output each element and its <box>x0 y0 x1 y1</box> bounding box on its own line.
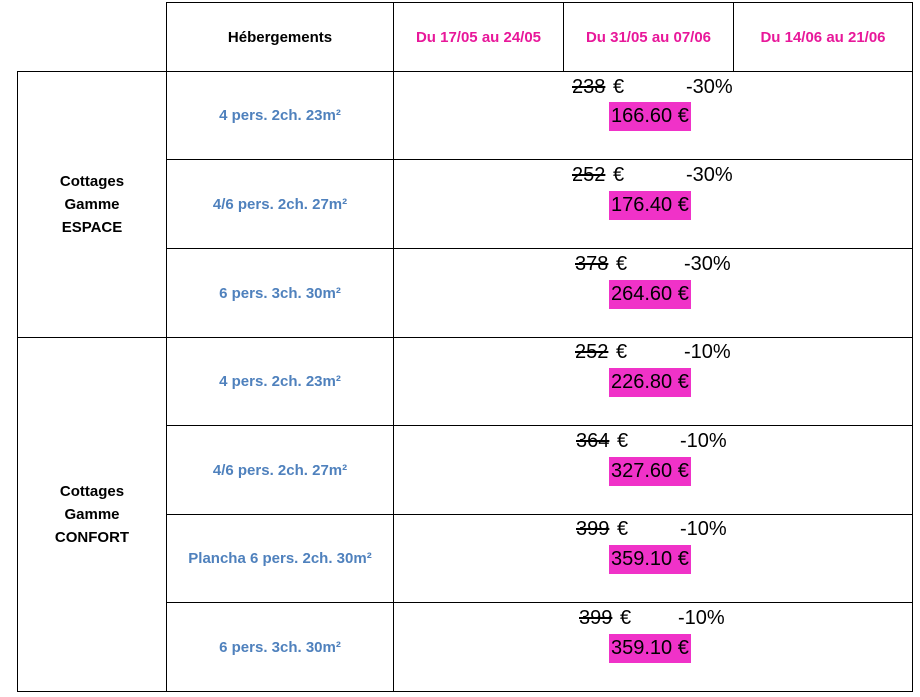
old-price: 238 <box>572 76 606 98</box>
old-price: 364 <box>576 430 610 452</box>
group-label-line: Cottages <box>59 173 125 190</box>
row-divider <box>166 425 913 426</box>
discount-label: -30% <box>684 253 731 275</box>
group-label-line: CONFORT <box>54 529 130 546</box>
group-label-line: Gamme <box>64 196 120 213</box>
header-accommodations: Hébergements <box>227 28 333 46</box>
discount-label: -10% <box>680 430 727 452</box>
group-label-line: ESPACE <box>61 219 123 236</box>
group-divider <box>17 337 913 338</box>
header-top-border <box>166 2 913 3</box>
group-label-line: Cottages <box>59 483 125 500</box>
discounted-price: 264.60 € <box>609 280 691 309</box>
accommodation-cell: 6 pers. 3ch. 30m² <box>219 638 341 656</box>
header-col-divider-4 <box>733 2 734 72</box>
currency-symbol: € <box>617 430 629 452</box>
header-col-divider-1 <box>166 2 167 692</box>
header-bottom-border <box>17 71 913 72</box>
currency-symbol: € <box>613 76 625 98</box>
accommodation-cell: 4 pers. 2ch. 23m² <box>219 373 341 390</box>
old-price: 399 <box>576 518 610 540</box>
row-divider <box>166 602 913 603</box>
discounted-price: 166.60 € <box>609 102 691 131</box>
row-divider <box>166 514 913 515</box>
discounted-price: 327.60 € <box>609 457 691 486</box>
accommodation-cell: Plancha 6 pers. 2ch. 30m² <box>188 550 372 567</box>
currency-symbol: € <box>613 164 625 186</box>
currency-symbol: € <box>620 607 632 629</box>
accommodation-cell: 6 pers. 3ch. 30m² <box>219 284 341 302</box>
header-period-3: Du 14/06 au 21/06 <box>760 28 886 46</box>
discount-label: -10% <box>684 341 731 363</box>
header-period-2: Du 31/05 au 07/06 <box>585 28 712 46</box>
old-price: 378 <box>575 253 609 275</box>
discounted-price: 359.10 € <box>609 634 691 663</box>
accommodation-cell: 4 pers. 2ch. 23m² <box>219 107 341 124</box>
header-col-divider-2 <box>393 2 394 692</box>
discount-label: -30% <box>686 164 733 186</box>
accommodation-cell: 4/6 pers. 2ch. 27m² <box>212 461 348 479</box>
table-bottom-border <box>17 691 913 692</box>
discount-label: -10% <box>680 518 727 540</box>
row-divider <box>166 159 913 160</box>
old-price: 252 <box>575 341 609 363</box>
discount-label: -10% <box>678 607 725 629</box>
group-espace: Cottages Gamme ESPACE <box>18 72 166 337</box>
group-label-line: Gamme <box>64 506 120 523</box>
currency-symbol: € <box>616 341 628 363</box>
header-col-divider-3 <box>563 2 564 72</box>
currency-symbol: € <box>616 253 628 275</box>
discounted-price: 176.40 € <box>609 191 691 220</box>
old-price: 399 <box>579 607 613 629</box>
accommodation-cell: 4/6 pers. 2ch. 27m² <box>212 195 348 213</box>
old-price: 252 <box>572 164 606 186</box>
discount-label: -30% <box>686 76 733 98</box>
currency-symbol: € <box>617 518 629 540</box>
table-right-border <box>912 2 913 692</box>
row-divider <box>166 248 913 249</box>
header-period-1: Du 17/05 au 24/05 <box>415 28 542 46</box>
discounted-price: 226.80 € <box>609 368 691 397</box>
table-left-border <box>17 71 18 692</box>
discounted-price: 359.10 € <box>609 545 691 574</box>
group-confort: Cottages Gamme CONFORT <box>18 338 166 691</box>
